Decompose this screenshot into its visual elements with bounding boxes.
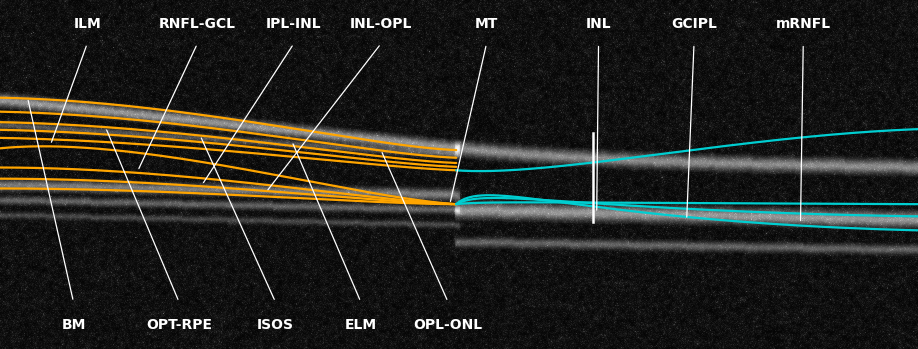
Text: OPL-ONL: OPL-ONL — [413, 318, 483, 332]
Text: INL-OPL: INL-OPL — [350, 17, 412, 31]
Text: MT: MT — [475, 17, 498, 31]
Text: INL: INL — [586, 17, 611, 31]
Text: RNFL-GCL: RNFL-GCL — [159, 17, 236, 31]
Text: BM: BM — [62, 318, 85, 332]
Text: IPL-INL: IPL-INL — [266, 17, 321, 31]
Text: mRNFL: mRNFL — [776, 17, 831, 31]
Text: ISOS: ISOS — [257, 318, 294, 332]
Text: GCIPL: GCIPL — [671, 17, 717, 31]
Text: ILM: ILM — [73, 17, 101, 31]
Text: OPT-RPE: OPT-RPE — [146, 318, 212, 332]
Text: ELM: ELM — [345, 318, 376, 332]
